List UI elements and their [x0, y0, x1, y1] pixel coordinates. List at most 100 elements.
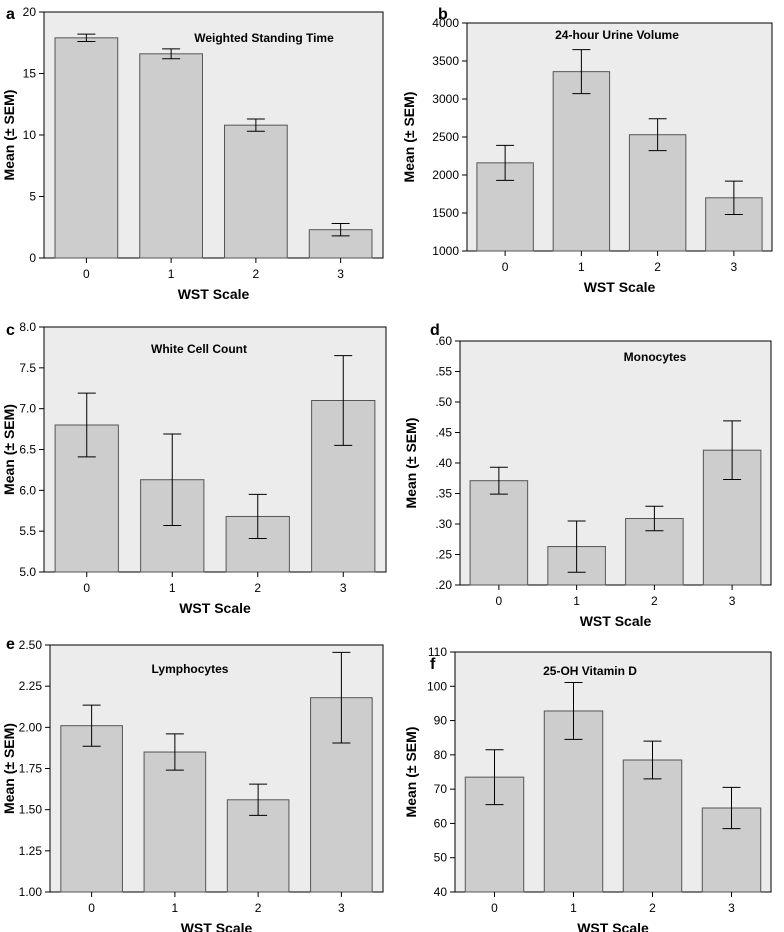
- x-tick-label: 0: [491, 901, 498, 915]
- panel-d: d .20 .25 .30 .35 .40 .45 .50 .55 .60 0 1 2 3 Monocyte…: [403, 322, 772, 629]
- bar: [628, 134, 687, 252]
- y-axis-label: Mean (± SEM): [403, 418, 419, 509]
- x-axis-label: WST Scale: [584, 279, 656, 295]
- x-axis-label: WST Scale: [179, 600, 251, 616]
- chart-title: 25-OH Vitamin D: [543, 664, 637, 678]
- y-tick-label: 5: [29, 190, 36, 204]
- panel-a: a 0 5 10 15 20 0 1 2 3 Weighted Standing Time WST S…: [1, 5, 384, 302]
- panel-label: a: [6, 6, 15, 23]
- bar: [143, 751, 207, 893]
- bar: [139, 53, 203, 259]
- panel-f: f 40 50 60 70 80 90 100 110 0 1 2 3 25-OH Vitamin D WS…: [403, 645, 772, 932]
- x-tick-label: 2: [254, 581, 261, 595]
- x-tick-label: 3: [728, 901, 735, 915]
- x-axis-label: WST Scale: [577, 920, 649, 932]
- y-tick-label: .25: [435, 548, 452, 562]
- y-tick-label: 1.00: [19, 885, 43, 899]
- y-tick-label: 20: [23, 5, 37, 19]
- panel-label: d: [430, 322, 440, 339]
- y-tick-label: 2.50: [19, 638, 43, 652]
- bar: [308, 229, 373, 259]
- x-axis-label: WST Scale: [181, 920, 253, 932]
- y-tick-label: 2.25: [19, 679, 43, 693]
- x-tick-label: 3: [731, 260, 738, 274]
- y-tick-label: 60: [434, 816, 448, 830]
- y-tick-label: 1000: [432, 244, 459, 258]
- y-tick-label: 1.25: [19, 844, 43, 858]
- y-tick-label: 110: [428, 645, 447, 659]
- y-tick-label: 50: [434, 851, 448, 865]
- bar: [622, 759, 683, 893]
- y-tick-label: 3000: [432, 92, 459, 106]
- bar: [469, 480, 529, 586]
- x-tick-label: 3: [338, 901, 345, 915]
- x-tick-label: 2: [654, 260, 661, 274]
- y-tick-label: 40: [434, 885, 448, 899]
- chart-title: White Cell Count: [151, 342, 247, 356]
- panel-e: e 1.00 1.25 1.50 1.75 2.00 2.25 2.50 0 1 2 3 Lymphoc…: [1, 636, 384, 932]
- x-tick-label: 0: [88, 901, 95, 915]
- x-tick-label: 2: [649, 901, 656, 915]
- x-tick-label: 0: [83, 581, 90, 595]
- x-tick-label: 3: [337, 267, 344, 281]
- bar: [224, 124, 288, 259]
- y-axis-label: Mean (± SEM): [1, 90, 17, 181]
- panel-label: e: [6, 636, 15, 653]
- chart-title: Lymphocytes: [152, 662, 229, 676]
- x-tick-label: 0: [502, 260, 509, 274]
- y-tick-label: 5.5: [19, 524, 36, 538]
- y-tick-label: .35: [435, 487, 452, 501]
- y-tick-label: 70: [434, 782, 448, 796]
- x-tick-label: 1: [169, 581, 176, 595]
- panel-b: b 1000 1500 2000 2500 3000 3500 4000 0 1 2 3 24-hour…: [401, 6, 773, 295]
- x-tick-label: 2: [255, 901, 262, 915]
- y-axis-label: Mean (± SEM): [401, 92, 417, 183]
- x-tick-label: 2: [651, 594, 658, 608]
- y-tick-label: 2000: [432, 168, 459, 182]
- x-tick-label: 1: [570, 901, 577, 915]
- bar: [60, 725, 123, 893]
- y-tick-label: 2500: [432, 130, 459, 144]
- y-tick-label: .30: [435, 517, 452, 531]
- y-tick-label: 1.50: [19, 803, 43, 817]
- y-tick-label: .50: [435, 395, 452, 409]
- x-tick-label: 0: [496, 594, 503, 608]
- x-tick-label: 0: [83, 267, 90, 281]
- y-tick-label: .60: [435, 334, 452, 348]
- y-tick-label: .20: [435, 578, 452, 592]
- y-tick-label: 5.0: [19, 565, 36, 579]
- bar: [54, 37, 119, 259]
- y-tick-label: 1.75: [19, 762, 43, 776]
- y-tick-label: 4000: [432, 16, 459, 30]
- y-tick-label: 15: [23, 67, 37, 81]
- y-tick-label: 100: [427, 679, 447, 693]
- y-tick-label: 6.5: [19, 443, 36, 457]
- y-tick-label: 7.0: [19, 402, 36, 416]
- y-tick-label: 8.0: [19, 320, 36, 334]
- x-tick-label: 2: [253, 267, 260, 281]
- x-tick-label: 1: [573, 594, 580, 608]
- chart-title: Monocytes: [624, 350, 687, 364]
- y-tick-label: 3500: [432, 54, 459, 68]
- x-tick-label: 1: [168, 267, 175, 281]
- x-axis-label: WST Scale: [178, 286, 250, 302]
- y-tick-label: 0: [29, 251, 36, 265]
- panel-label: f: [430, 656, 436, 673]
- y-tick-label: .55: [435, 365, 452, 379]
- chart-title: Weighted Standing Time: [194, 31, 334, 45]
- y-tick-label: 2.00: [19, 720, 43, 734]
- y-tick-label: 7.5: [19, 361, 36, 375]
- y-tick-label: .40: [435, 456, 452, 470]
- x-axis-label: WST Scale: [580, 613, 652, 629]
- y-axis-label: Mean (± SEM): [1, 723, 17, 814]
- chart-title: 24-hour Urine Volume: [555, 28, 679, 42]
- y-axis-label: Mean (± SEM): [403, 727, 419, 818]
- x-tick-label: 3: [340, 581, 347, 595]
- panel-label: c: [6, 322, 15, 339]
- bar: [552, 71, 611, 252]
- y-tick-label: 1500: [432, 206, 459, 220]
- y-tick-label: 6.0: [19, 483, 36, 497]
- x-tick-label: 1: [172, 901, 179, 915]
- y-axis-label: Mean (± SEM): [1, 404, 17, 495]
